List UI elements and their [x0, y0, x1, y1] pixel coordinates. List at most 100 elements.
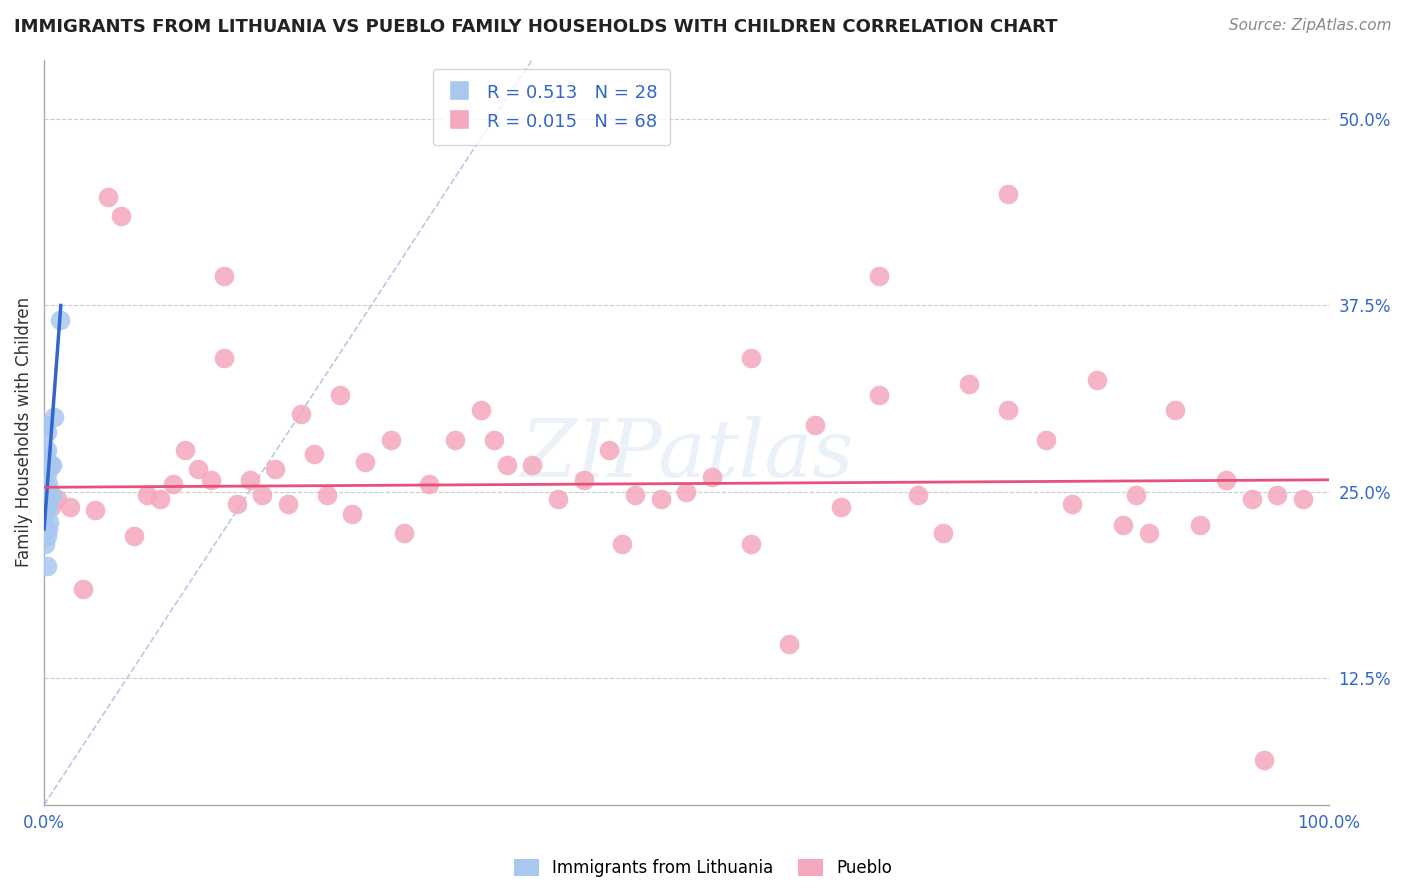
- Point: [212, 268, 235, 283]
- Point: [418, 477, 440, 491]
- Point: [1087, 373, 1109, 387]
- Point: [41, 488, 63, 502]
- Point: [110, 209, 132, 223]
- Point: [200, 473, 222, 487]
- Point: [35, 467, 58, 481]
- Point: [650, 492, 672, 507]
- Y-axis label: Family Households with Children: Family Households with Children: [15, 297, 32, 567]
- Point: [1253, 753, 1275, 767]
- Point: [162, 477, 184, 491]
- Point: [804, 417, 827, 432]
- Point: [34, 477, 56, 491]
- Point: [37, 500, 59, 514]
- Point: [957, 377, 980, 392]
- Legend: R = 0.513   N = 28, R = 0.015   N = 68: R = 0.513 N = 28, R = 0.015 N = 68: [433, 69, 671, 145]
- Text: ZIPatlas: ZIPatlas: [520, 416, 853, 493]
- Point: [380, 433, 402, 447]
- Point: [38, 515, 60, 529]
- Point: [212, 351, 235, 365]
- Point: [39, 488, 62, 502]
- Point: [1240, 492, 1263, 507]
- Point: [1137, 526, 1160, 541]
- Point: [35, 502, 58, 516]
- Point: [392, 526, 415, 541]
- Point: [174, 443, 197, 458]
- Point: [444, 433, 467, 447]
- Point: [38, 458, 60, 472]
- Point: [1215, 473, 1237, 487]
- Point: [624, 488, 647, 502]
- Point: [470, 402, 492, 417]
- Point: [342, 507, 364, 521]
- Point: [59, 500, 82, 514]
- Point: [778, 637, 800, 651]
- Point: [1060, 497, 1083, 511]
- Point: [522, 458, 544, 472]
- Point: [997, 186, 1019, 201]
- Point: [675, 484, 697, 499]
- Point: [34, 417, 56, 432]
- Text: Source: ZipAtlas.com: Source: ZipAtlas.com: [1229, 18, 1392, 33]
- Text: IMMIGRANTS FROM LITHUANIA VS PUEBLO FAMILY HOUSEHOLDS WITH CHILDREN CORRELATION : IMMIGRANTS FROM LITHUANIA VS PUEBLO FAMI…: [14, 18, 1057, 36]
- Point: [1035, 433, 1057, 447]
- Point: [252, 488, 274, 502]
- Legend: Immigrants from Lithuania, Pueblo: Immigrants from Lithuania, Pueblo: [508, 852, 898, 884]
- Point: [35, 484, 58, 499]
- Point: [329, 388, 352, 402]
- Point: [135, 488, 157, 502]
- Point: [34, 507, 56, 521]
- Point: [39, 458, 62, 472]
- Point: [48, 313, 70, 327]
- Point: [1189, 517, 1212, 532]
- Point: [37, 522, 59, 536]
- Point: [1292, 492, 1315, 507]
- Point: [38, 484, 60, 499]
- Point: [187, 462, 209, 476]
- Point: [34, 492, 56, 507]
- Point: [41, 458, 63, 472]
- Point: [34, 537, 56, 551]
- Point: [354, 455, 377, 469]
- Point: [39, 500, 62, 514]
- Point: [740, 537, 762, 551]
- Point: [35, 443, 58, 458]
- Point: [700, 470, 723, 484]
- Point: [740, 351, 762, 365]
- Point: [37, 477, 59, 491]
- Point: [572, 473, 595, 487]
- Point: [302, 448, 325, 462]
- Point: [44, 410, 66, 425]
- Point: [1125, 488, 1147, 502]
- Point: [547, 492, 569, 507]
- Point: [97, 190, 120, 204]
- Point: [315, 488, 337, 502]
- Point: [149, 492, 172, 507]
- Point: [37, 455, 59, 469]
- Point: [932, 526, 955, 541]
- Point: [35, 559, 58, 574]
- Point: [264, 462, 287, 476]
- Point: [72, 582, 94, 596]
- Point: [225, 497, 247, 511]
- Point: [239, 473, 262, 487]
- Point: [907, 488, 929, 502]
- Point: [495, 458, 517, 472]
- Point: [1112, 517, 1135, 532]
- Point: [1163, 402, 1185, 417]
- Point: [35, 425, 58, 439]
- Point: [34, 522, 56, 536]
- Point: [84, 502, 107, 516]
- Point: [610, 537, 633, 551]
- Point: [290, 407, 312, 421]
- Point: [482, 433, 505, 447]
- Point: [35, 529, 58, 543]
- Point: [1265, 488, 1288, 502]
- Point: [46, 492, 69, 507]
- Point: [34, 448, 56, 462]
- Point: [34, 462, 56, 476]
- Point: [122, 529, 145, 543]
- Point: [997, 402, 1019, 417]
- Point: [868, 388, 890, 402]
- Point: [277, 497, 299, 511]
- Point: [830, 500, 852, 514]
